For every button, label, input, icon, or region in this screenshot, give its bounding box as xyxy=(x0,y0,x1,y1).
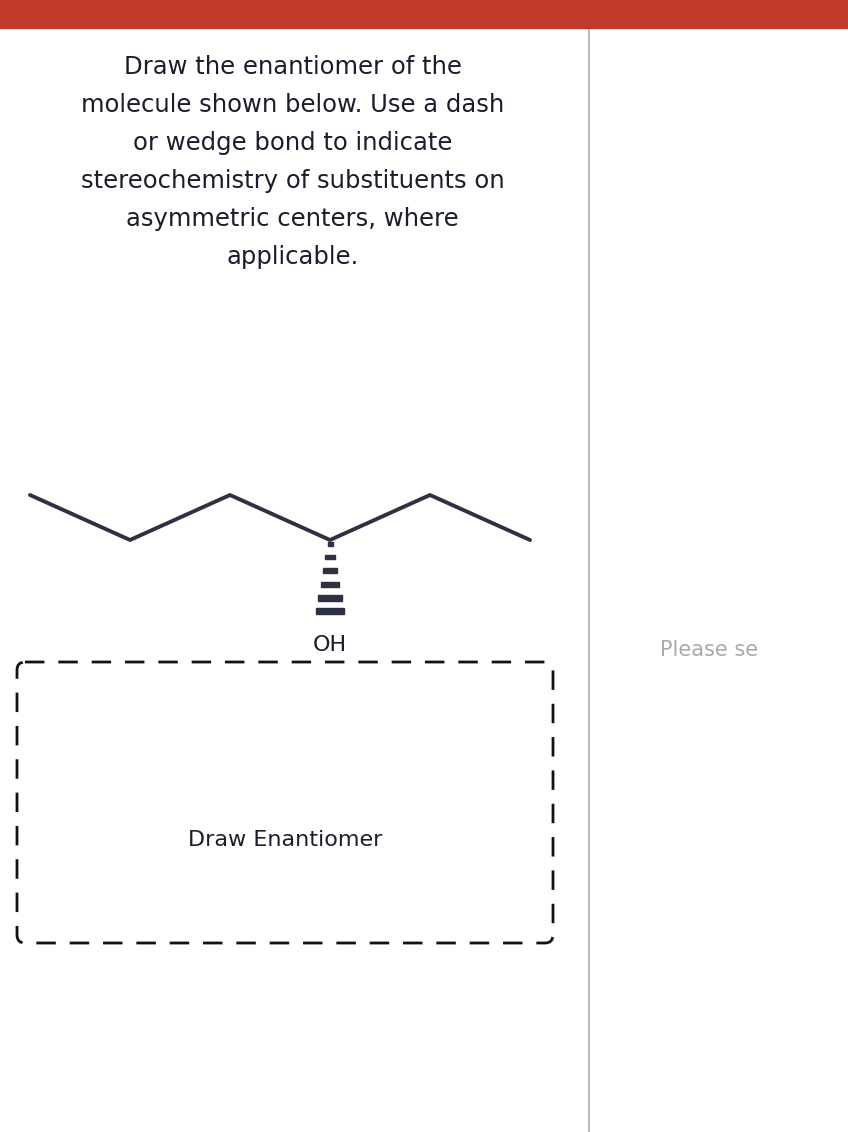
Text: OH: OH xyxy=(313,635,347,655)
Bar xyxy=(316,608,344,615)
Bar xyxy=(318,594,342,601)
Text: or wedge bond to indicate: or wedge bond to indicate xyxy=(133,131,452,155)
Bar xyxy=(327,542,332,546)
Text: Draw Enantiomer: Draw Enantiomer xyxy=(187,830,382,850)
Bar xyxy=(323,568,338,573)
Text: asymmetric centers, where: asymmetric centers, where xyxy=(126,207,459,231)
Text: Please se: Please se xyxy=(660,640,758,660)
Bar xyxy=(325,556,335,559)
Text: molecule shown below. Use a dash: molecule shown below. Use a dash xyxy=(81,93,505,117)
Bar xyxy=(0,0,848,28)
Bar xyxy=(321,582,339,586)
Text: applicable.: applicable. xyxy=(226,245,359,269)
Text: stereochemistry of substituents on: stereochemistry of substituents on xyxy=(81,169,505,192)
Text: Draw the enantiomer of the: Draw the enantiomer of the xyxy=(124,55,461,79)
